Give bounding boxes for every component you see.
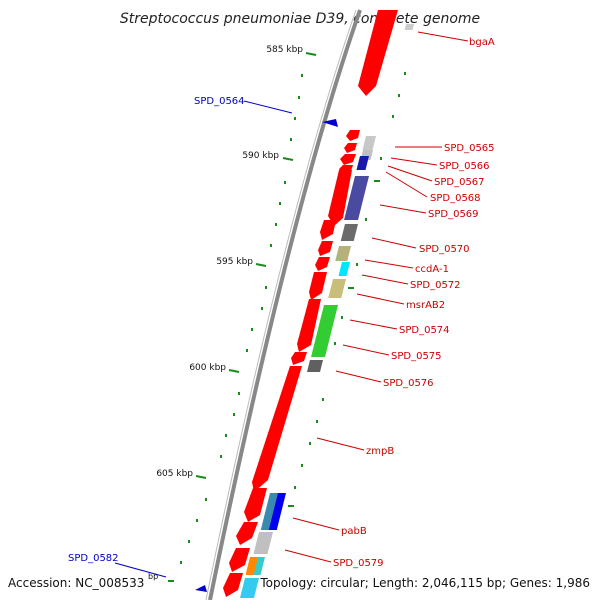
gene-label-pabB[interactable]: pabB [341,526,367,537]
gene-label-SPD_0582[interactable]: SPD_0582 [68,553,119,564]
cog-block [307,360,323,372]
tick-group: 585 kbp 590 kbp 595 kbp 600 kbp 605 kbp [156,45,317,479]
gene-arrow-SPD_0566[interactable] [344,143,357,153]
major-tick [255,263,267,267]
major-tick [282,157,294,161]
major-tick [305,52,317,56]
cog-block [328,279,346,298]
genome-axis [208,9,362,600]
cog-block [268,493,286,530]
gene-arrow-SPD_0579[interactable] [236,522,258,545]
gene-arrow-SPD_0565[interactable] [346,130,360,141]
gene-arrow-ccdA-1[interactable] [318,241,333,256]
function-blocks [240,24,414,598]
tick-label: 600 kbp [189,363,226,373]
tick-label: 595 kbp [216,257,253,267]
gene-label-bgaA[interactable]: bgaA [469,37,495,48]
gene-labels: bgaA SPD_0564 SPD_0565 SPD_0566 SPD_0567… [68,37,495,569]
gene-arrow-SPD_0575[interactable] [291,352,307,365]
gene-label-SPD_0575[interactable]: SPD_0575 [391,351,442,362]
minor-ticks-inner [168,74,303,582]
cog-block [340,224,358,241]
gene-arrow-zmpB[interactable] [252,366,302,492]
gene-label-SPD_0568[interactable]: SPD_0568 [430,193,481,204]
gene-arrow-SPD_0582[interactable] [195,585,207,592]
gene-arrow-SPD_0570[interactable] [320,220,336,240]
gene-label-SPD_0576[interactable]: SPD_0576 [383,378,434,389]
major-tick [195,475,207,479]
gene-label-SPD_0566[interactable]: SPD_0566 [439,161,490,172]
tick-label: 585 kbp [266,45,303,55]
gene-arrow-SPD_0564[interactable] [322,119,338,127]
tick-label: 590 kbp [242,151,279,161]
gene-arrow-SPD_0574[interactable] [297,299,321,352]
cog-block [338,262,350,276]
gene-arrow-SPD_0569[interactable] [328,170,352,226]
gene-arrow-msrAB2[interactable] [309,272,327,300]
gene-label-SPD_0579[interactable]: SPD_0579 [333,558,384,569]
minor-ticks-outer [288,72,406,507]
cog-block [356,156,369,170]
gene-label-SPD_0564[interactable]: SPD_0564 [194,96,245,107]
map-title: Streptococcus pneumoniae D39, complete g… [120,11,480,27]
forward-genes [223,10,398,597]
gene-label-msrAB2[interactable]: msrAB2 [406,300,445,311]
genome-axis-shadow [205,9,357,600]
cog-block [253,557,265,575]
accession-text: Accession: NC_008533 [8,576,144,590]
major-tick [228,369,240,373]
gene-label-ccdA-1[interactable]: ccdA-1 [415,264,449,275]
gene-arrow-pabB[interactable] [244,488,267,522]
cog-block [404,24,414,30]
gene-arrow-bgaA[interactable] [358,10,398,96]
gene-label-SPD_0572[interactable]: SPD_0572 [410,280,461,291]
gene-label-SPD_0574[interactable]: SPD_0574 [399,325,450,336]
cog-block [344,176,369,220]
gene-label-SPD_0569[interactable]: SPD_0569 [428,209,479,220]
cog-block [260,493,279,530]
tick-label: 605 kbp [156,469,193,479]
gene-arrow-SPD_0567[interactable] [340,154,356,165]
bp-unit-text: bp [148,572,158,581]
gene-arrow-SPD_0572[interactable] [315,257,330,271]
leader-lines [114,31,469,578]
gene-label-SPD_0565[interactable]: SPD_0565 [444,143,495,154]
cog-block [335,246,351,261]
gene-label-SPD_0570[interactable]: SPD_0570 [419,244,470,255]
cog-block [253,532,273,554]
gene-label-zmpB[interactable]: zmpB [366,446,394,457]
cog-block [311,305,338,357]
gene-arrow-unlabeled-2[interactable] [223,573,243,597]
cog-block [362,136,376,150]
topology-text: Topology: circular; Length: 2,046,115 bp… [259,576,590,590]
gene-arrow-unlabeled-1[interactable] [229,548,250,572]
gene-label-SPD_0567[interactable]: SPD_0567 [434,177,485,188]
cog-block [240,578,259,598]
